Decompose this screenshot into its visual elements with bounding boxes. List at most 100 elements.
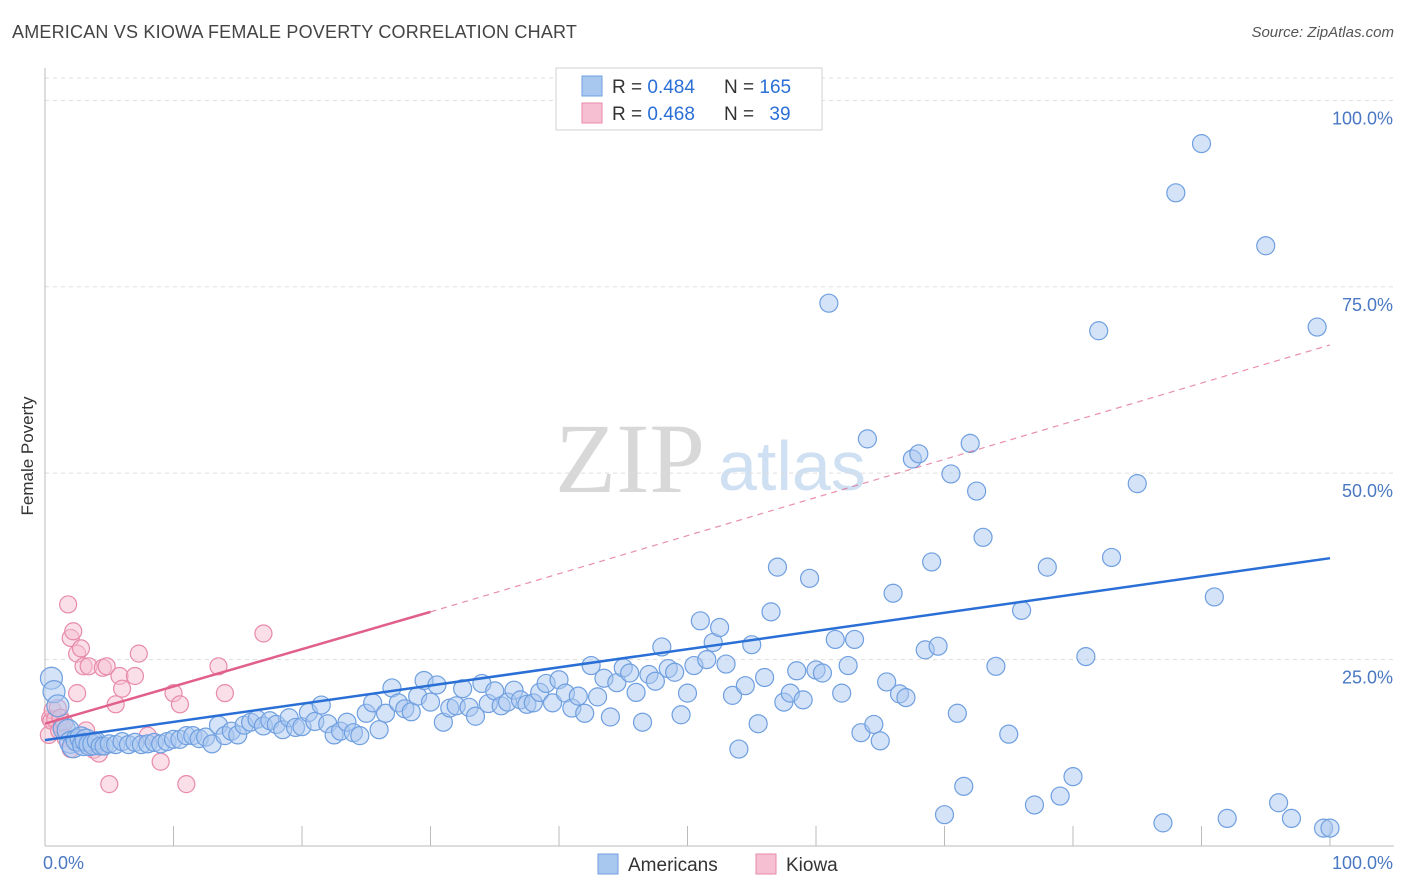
watermark-atlas: atlas: [718, 427, 866, 505]
americans-point: [1256, 236, 1276, 256]
americans-point: [1281, 808, 1302, 829]
americans-point: [1063, 767, 1083, 787]
kiowa-point: [112, 679, 132, 698]
americans-point: [928, 636, 948, 656]
americans-point: [1037, 557, 1057, 577]
legend-top: R = 0.484 N = 165 R = 0.468 N = 39: [555, 67, 823, 131]
americans-point: [986, 656, 1006, 676]
americans-point: [954, 776, 974, 796]
legend-swatch-kiowa: [581, 102, 603, 124]
chart-title: AMERICAN VS KIOWA FEMALE POVERTY CORRELA…: [12, 22, 578, 42]
chart-source: Source: ZipAtlas.com: [1251, 24, 1394, 41]
americans-point: [754, 667, 775, 688]
kiowa-point: [209, 657, 228, 676]
americans-point: [844, 629, 865, 650]
x-tick-label: 100.0%: [1332, 853, 1393, 873]
americans-point: [735, 676, 755, 696]
americans-point: [722, 685, 743, 705]
kiowa-point: [71, 639, 91, 658]
americans-point: [761, 602, 781, 622]
y-tick-label: 25.0%: [1342, 668, 1393, 688]
americans-point: [1011, 600, 1032, 620]
americans-point: [1191, 134, 1212, 154]
americans-point: [465, 706, 486, 726]
americans-point: [941, 464, 961, 484]
kiowa-point: [59, 595, 78, 614]
legend-r-value-americans: 0.484: [647, 77, 695, 98]
legend-bottom-swatch-kiowa: [755, 853, 777, 875]
americans-point: [568, 686, 588, 706]
americans-point: [1050, 786, 1070, 806]
americans-point: [1024, 795, 1045, 815]
americans-point: [671, 705, 691, 725]
americans-point: [832, 683, 852, 703]
americans-point: [922, 552, 942, 572]
americans-point: [1166, 183, 1186, 203]
americans-point: [960, 433, 980, 453]
kiowa-point: [151, 752, 170, 771]
svg-text:N = 39: N = 39: [724, 104, 791, 125]
y-tick-label: 75.0%: [1342, 295, 1393, 315]
americans-point: [870, 731, 890, 751]
americans-point: [626, 682, 646, 703]
y-tick-label: 50.0%: [1342, 481, 1393, 501]
americans-point: [799, 568, 820, 588]
americans-point: [812, 663, 833, 683]
americans-point: [645, 671, 665, 691]
americans-point: [46, 694, 70, 718]
legend-n-value-kiowa: 39: [769, 104, 790, 125]
americans-point: [716, 654, 736, 674]
americans-point: [819, 293, 839, 313]
kiowa-trend-extension: [430, 344, 1331, 613]
americans-trend-line: [44, 556, 1331, 742]
svg-text:R = 0.484: R = 0.484: [612, 77, 695, 98]
axes: [44, 68, 1394, 847]
americans-point: [311, 695, 331, 715]
americans-point: [1204, 587, 1224, 607]
kiowa-point: [68, 684, 87, 703]
americans-point: [1076, 647, 1096, 667]
americans-point: [1307, 317, 1327, 337]
kiowa-point: [100, 775, 119, 794]
americans-point: [710, 617, 730, 638]
americans-point: [1089, 321, 1109, 341]
x-tick-label: 0.0%: [43, 853, 84, 873]
americans-point: [909, 444, 929, 464]
legend-bottom-label-kiowa: Kiowa: [786, 855, 838, 876]
legend-r-label-americans: R =: [612, 77, 647, 98]
americans-point: [620, 663, 640, 683]
legend-r-value-kiowa: 0.468: [647, 104, 695, 125]
americans-point: [1101, 547, 1122, 568]
americans-point: [838, 655, 858, 676]
americans-point: [1268, 793, 1289, 813]
legend-r-label-kiowa: R =: [612, 104, 647, 125]
americans-point: [632, 712, 653, 732]
americans-point: [999, 724, 1019, 744]
legend-swatch-americans: [581, 75, 603, 97]
americans-point: [350, 726, 370, 746]
americans-point: [690, 611, 710, 631]
legend-bottom-swatch-americans: [597, 853, 619, 875]
americans-point: [677, 683, 698, 703]
kiowa-series: [39, 595, 273, 794]
y-tick-label: 100.0%: [1332, 108, 1393, 128]
trend-lines: [44, 344, 1331, 742]
americans-point: [587, 687, 608, 707]
americans-point: [793, 690, 813, 710]
americans-point: [877, 672, 897, 692]
kiowa-point: [97, 657, 116, 676]
legend-bottom-label-americans: Americans: [628, 855, 718, 876]
kiowa-point: [64, 622, 83, 641]
americans-point: [1153, 813, 1173, 833]
americans-point: [967, 481, 987, 501]
americans-point: [1320, 818, 1340, 838]
legend-n-label-americans: N =: [724, 77, 759, 98]
americans-point: [542, 693, 563, 713]
americans-point: [748, 714, 768, 734]
americans-point: [697, 649, 717, 670]
americans-point: [883, 583, 903, 603]
americans-point: [934, 805, 955, 825]
americans-point: [947, 703, 967, 723]
americans-point: [1127, 474, 1147, 494]
americans-point: [767, 557, 788, 577]
